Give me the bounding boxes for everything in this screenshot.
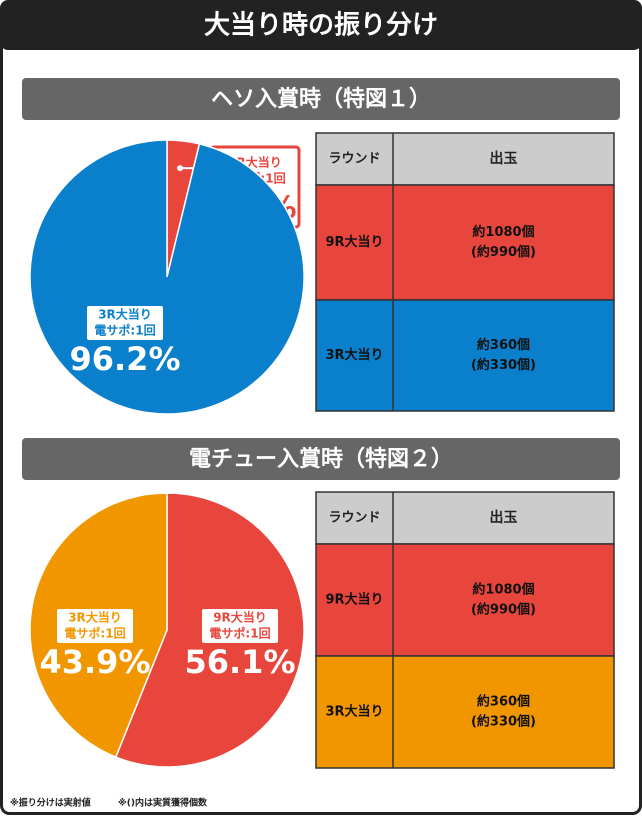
footnote: ※振り分けは実射値: [10, 797, 91, 809]
slice-note: 電サポ:1回: [209, 626, 270, 641]
table-row: [315, 299, 615, 412]
table-cell: 9R大当り: [325, 234, 383, 250]
value-label: 43.9%: [39, 643, 150, 681]
table-cell: 約360個: [477, 337, 530, 353]
table-cell: 約1080個: [472, 582, 534, 598]
table-cell: 約1080個: [472, 224, 534, 240]
footnote: ※()内は実質獲得個数: [118, 797, 208, 809]
value-label: 56.1%: [184, 643, 295, 681]
slice-category: 3R大当り: [98, 307, 152, 322]
table-cell: (約990個): [471, 244, 536, 260]
slice-note: 電サポ:1回: [64, 626, 125, 641]
table-header-cell: 出玉: [490, 150, 518, 167]
value-label: 96.2%: [69, 340, 180, 378]
table-header: [315, 491, 615, 545]
section-bar: [22, 438, 620, 480]
table-header: [315, 132, 615, 186]
table-row: [315, 543, 615, 657]
header-bar: [0, 0, 642, 50]
header-title: 大当り時の振り分け: [204, 11, 438, 41]
slice-category: 3R大当り: [68, 610, 122, 625]
label-box: [202, 609, 278, 643]
table-cell: 約360個: [477, 694, 530, 710]
leader-dot: [177, 165, 184, 172]
pie-slice: [29, 139, 305, 415]
table-cell: 9R大当り: [325, 592, 383, 608]
section-bar: [22, 78, 620, 120]
section-title: 電チュー入賞時（特図２）: [189, 446, 453, 472]
slice-category: 9R大当り: [213, 610, 267, 625]
table-cell: (約330個): [471, 714, 536, 730]
table-cell: (約990個): [471, 602, 536, 618]
label-box: [87, 306, 163, 340]
slice-note: 電サポ:1回: [94, 323, 155, 338]
table-cell: (約330個): [471, 357, 536, 373]
section-title: ヘソ入賞時（特図１）: [211, 86, 431, 112]
table-header-cell: ラウンド: [328, 152, 380, 167]
table-header-cell: ラウンド: [328, 511, 380, 526]
table-cell: 3R大当り: [325, 704, 383, 720]
table-row: [315, 184, 615, 301]
table-cell: 3R大当り: [325, 347, 383, 363]
table-header-cell: 出玉: [490, 509, 518, 526]
table-row: [315, 655, 615, 769]
label-box: [57, 609, 133, 643]
